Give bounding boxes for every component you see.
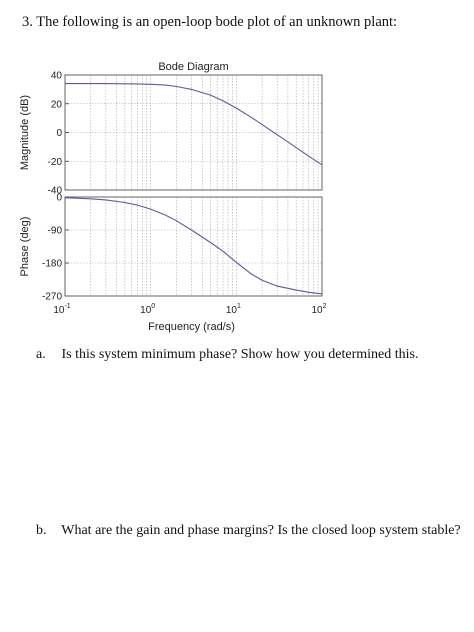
magnitude-ytick-label: 20 [51, 99, 63, 110]
xtick-label: 100 [140, 303, 155, 316]
phase-ytick-label: -270 [42, 292, 62, 303]
bode-diagram: Bode Diagram -40 -20 0 20 40 Magnitude (dB) -27… [19, 61, 327, 333]
phase-ytick-label: -90 [48, 226, 63, 237]
subquestion-b-tag: b. [36, 523, 47, 538]
phase-ytick-label: -180 [42, 259, 62, 270]
phase-frame [64, 196, 323, 297]
question-text: The following is an open-loop bode plot … [36, 14, 398, 30]
xlabel: Frequency (rad/s) [148, 321, 235, 333]
subquestion-a-tag: a. [36, 347, 46, 362]
xtick-label: 101 [226, 303, 241, 316]
magnitude-ylabel: Magnitude (dB) [19, 95, 31, 170]
question-header: 3. The following is an open-loop bode pl… [22, 14, 397, 31]
subquestion-a: a. Is this system minimum phase? Show ho… [36, 347, 418, 363]
magnitude-frame [64, 74, 323, 191]
phase-plot-area [65, 197, 322, 296]
magnitude-ytick-label: -20 [48, 157, 63, 168]
magnitude-plot-area [65, 75, 322, 190]
magnitude-ytick-label: -40 [48, 186, 63, 197]
phase-ylabel: Phase (deg) [19, 217, 31, 277]
subquestion-a-text: Is this system minimum phase? Show how y… [61, 347, 419, 362]
subquestion-b: b. What are the gain and phase margins? … [36, 523, 461, 539]
subquestion-b-text: What are the gain and phase margins? Is … [61, 523, 461, 538]
chart-title: Bode Diagram [158, 61, 228, 73]
phase-ytick-label: 0 [56, 193, 62, 204]
xtick-label: 10-1 [53, 303, 70, 316]
magnitude-ytick-label: 0 [56, 128, 62, 139]
question-number: 3. [22, 14, 33, 30]
phase-curve [64, 197, 323, 295]
magnitude-curve [65, 83, 323, 166]
xtick-label: 102 [311, 303, 326, 316]
magnitude-ytick-label: 40 [51, 71, 63, 82]
